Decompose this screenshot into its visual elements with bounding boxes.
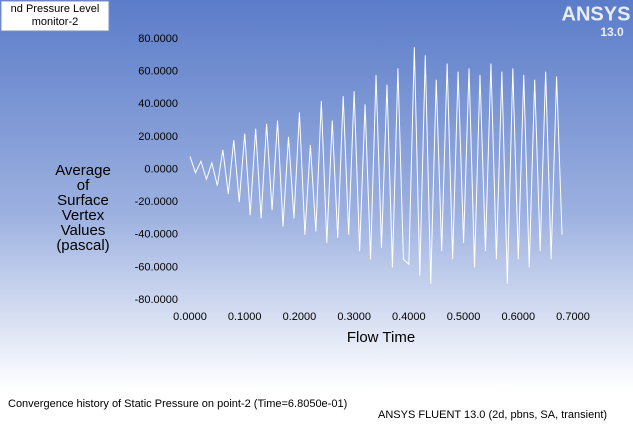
y-axis-label: Surface <box>57 192 109 209</box>
x-axis-label: Flow Time <box>347 329 415 346</box>
data-line <box>189 47 563 284</box>
x-tick-label: 0.7000 <box>556 311 590 323</box>
y-tick-label: -20.0000 <box>135 196 178 208</box>
x-tick-label: 0.1000 <box>228 311 262 323</box>
x-tick-label: 0.4000 <box>392 311 426 323</box>
logo-version: 13.0 <box>600 25 624 39</box>
y-tick-label: 80.0000 <box>138 33 178 45</box>
y-tick-label: -60.0000 <box>135 261 178 273</box>
x-tick-label: 0.5000 <box>447 311 481 323</box>
y-axis-label: (pascal) <box>56 237 109 254</box>
y-tick-label: 20.0000 <box>138 131 178 143</box>
y-tick-label: 0.0000 <box>144 163 178 175</box>
footer: ANSYS FLUENT 13.0 (2d, pbns, SA, transie… <box>378 409 607 421</box>
x-tick-label: 0.6000 <box>501 311 535 323</box>
legend-entry: monitor-2 <box>32 16 78 28</box>
y-tick-label: -40.0000 <box>135 229 178 241</box>
x-tick-label: 0.3000 <box>337 311 371 323</box>
y-axis-label: Values <box>61 222 106 239</box>
footer-background <box>0 390 633 425</box>
caption: Convergence history of Static Pressure o… <box>8 398 347 410</box>
y-axis-label: of <box>77 177 90 194</box>
legend-title: nd Pressure Level <box>11 3 100 15</box>
x-tick-label: 0.0000 <box>173 311 207 323</box>
y-tick-label: -80.0000 <box>135 294 178 306</box>
x-tick-label: 0.2000 <box>283 311 317 323</box>
y-tick-label: 60.0000 <box>138 66 178 78</box>
logo: ANSYS <box>562 3 631 25</box>
y-axis-label: Average <box>55 162 111 179</box>
y-axis-label: Vertex <box>62 207 105 224</box>
legend-box <box>0 0 110 32</box>
y-tick-label: 40.0000 <box>138 98 178 110</box>
